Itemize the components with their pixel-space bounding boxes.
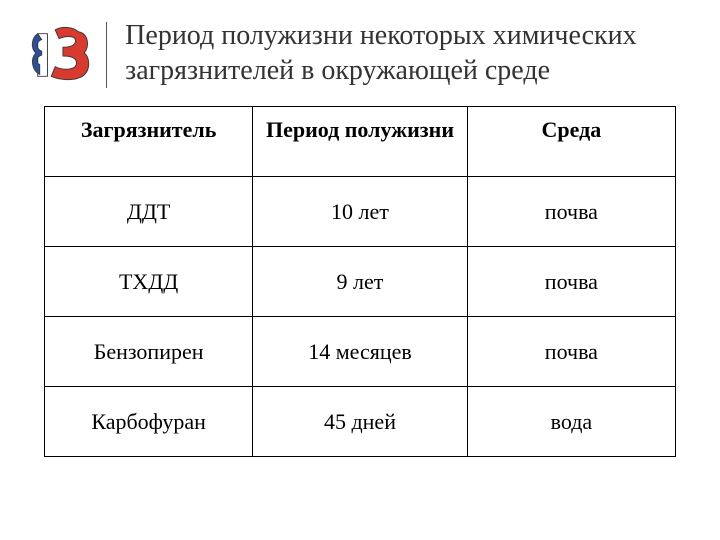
table-row: Бензопирен 14 месяцев почва (45, 317, 676, 387)
cell-halflife: 9 лет (253, 247, 468, 317)
cell-pollutant: ДДТ (45, 177, 253, 247)
col-header-medium: Среда (467, 107, 675, 177)
cell-halflife: 10 лет (253, 177, 468, 247)
cell-medium: почва (467, 177, 675, 247)
cell-pollutant: Бензопирен (45, 317, 253, 387)
table-header-row: Загрязнитель Период полужизни Среда (45, 107, 676, 177)
col-header-pollutant: Загрязнитель (45, 107, 253, 177)
col-header-halflife: Период полужизни (253, 107, 468, 177)
cell-medium: почва (467, 317, 675, 387)
cell-pollutant: ТХДД (45, 247, 253, 317)
table-row: ТХДД 9 лет почва (45, 247, 676, 317)
org-logo-icon (30, 24, 92, 86)
cell-medium: почва (467, 247, 675, 317)
cell-medium: вода (467, 387, 675, 457)
pollutants-table-wrap: Загрязнитель Период полужизни Среда ДДТ … (0, 88, 720, 457)
header: Период полужизни некоторых химических за… (0, 0, 720, 88)
title-divider (106, 22, 107, 88)
cell-halflife: 45 дней (253, 387, 468, 457)
pollutants-table: Загрязнитель Период полужизни Среда ДДТ … (44, 106, 676, 457)
cell-pollutant: Карбофуран (45, 387, 253, 457)
cell-halflife: 14 месяцев (253, 317, 468, 387)
page-title: Период полужизни некоторых химических за… (125, 18, 690, 88)
table-row: Карбофуран 45 дней вода (45, 387, 676, 457)
table-row: ДДТ 10 лет почва (45, 177, 676, 247)
